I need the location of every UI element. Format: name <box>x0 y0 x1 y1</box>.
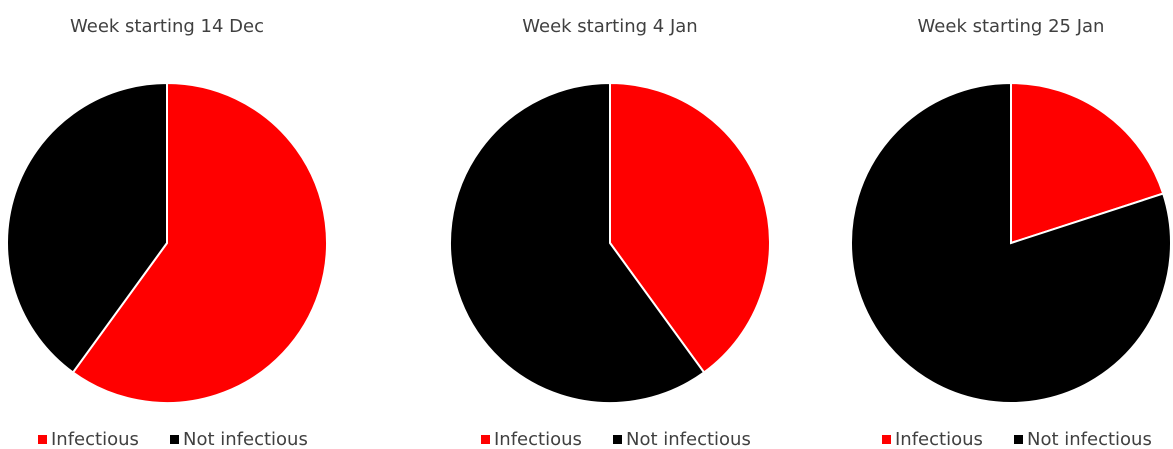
legend-swatch <box>882 435 891 444</box>
pie-slice <box>850 81 1172 404</box>
pie-slice <box>6 81 168 374</box>
legend-swatch <box>170 435 179 444</box>
legend-swatch <box>613 435 622 444</box>
legend-label: Not infectious <box>1027 429 1152 449</box>
pie-slice <box>609 81 771 374</box>
legend-label: Not infectious <box>183 429 308 449</box>
legend-label: Infectious <box>51 429 139 449</box>
legend-label: Infectious <box>494 429 582 449</box>
legend-swatch <box>38 435 47 444</box>
pie-slice <box>1010 81 1165 245</box>
chart-title: Week starting 4 Jan <box>522 16 697 37</box>
legend-label: Not infectious <box>626 429 751 449</box>
legend-swatch <box>481 435 490 444</box>
legend-label: Infectious <box>895 429 983 449</box>
pie-slice <box>71 81 328 404</box>
chart-title: Week starting 25 Jan <box>918 16 1105 37</box>
pie-slice <box>449 81 706 404</box>
legend-swatch <box>1014 435 1023 444</box>
chart-title: Week starting 14 Dec <box>70 16 264 37</box>
